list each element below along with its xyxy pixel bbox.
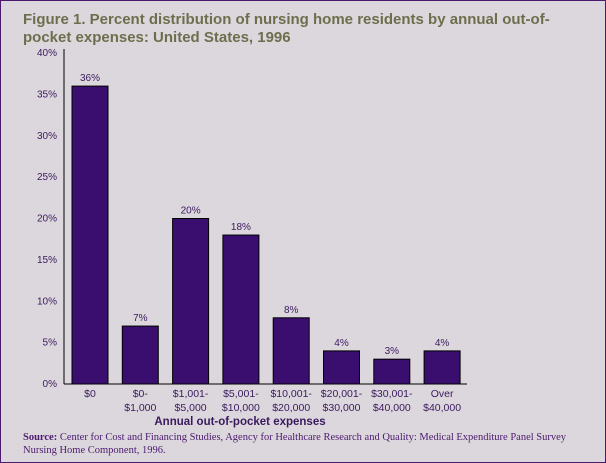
x-tick-label: $10,000 <box>222 402 260 414</box>
bar <box>272 317 310 385</box>
x-tick-label: Over <box>431 388 454 400</box>
x-tick-label: $40,000 <box>373 402 411 414</box>
bar <box>172 218 210 385</box>
x-tick-label: $1,001- <box>173 388 209 400</box>
x-tick-label: $30,001- <box>371 388 413 400</box>
x-tick-label: $0- <box>133 388 149 400</box>
source-note: Source: Center for Cost and Financing St… <box>23 431 593 457</box>
data-label: 4% <box>435 338 450 349</box>
x-tick-label: $40,000 <box>423 402 461 414</box>
data-label: 4% <box>334 338 349 349</box>
y-tick-label: 30% <box>37 131 57 142</box>
y-tick-label: 40% <box>37 48 57 59</box>
x-tick-label: $1,000 <box>124 402 156 414</box>
y-tick-label: 25% <box>37 172 57 183</box>
bar <box>423 350 461 385</box>
data-label: 8% <box>284 305 299 316</box>
bar <box>71 85 109 385</box>
bar <box>323 350 360 385</box>
data-label: 20% <box>181 206 201 217</box>
chart-title: Figure 1. Percent distribution of nursin… <box>23 11 550 46</box>
bar <box>222 234 260 385</box>
y-tick-label: 15% <box>37 255 57 266</box>
x-tick-label: $0 <box>84 388 96 400</box>
y-tick-label: 35% <box>37 89 57 100</box>
x-tick-label: $20,000 <box>272 402 310 414</box>
bar <box>121 325 159 385</box>
x-tick-label: $5,000 <box>175 402 207 414</box>
x-tick-label: $30,000 <box>323 402 361 414</box>
bar <box>373 358 411 385</box>
x-tick-label: $5,001- <box>223 388 259 400</box>
y-tick-label: 0% <box>43 379 58 390</box>
x-axis-label: Annual out-of-pocket expenses <box>154 416 325 428</box>
y-tick-label: 20% <box>37 214 57 225</box>
source-label: Source: <box>23 432 58 443</box>
y-tick-label: 5% <box>43 338 58 349</box>
data-label: 36% <box>80 73 100 84</box>
source-text: Center for Cost and Financing Studies, A… <box>23 432 567 456</box>
x-tick-label: $10,001- <box>270 388 312 400</box>
data-label: 3% <box>385 346 400 357</box>
data-label: 7% <box>133 313 148 324</box>
data-label: 18% <box>231 222 251 233</box>
x-tick-label: $20,001- <box>321 388 363 400</box>
y-tick-label: 10% <box>37 296 57 307</box>
